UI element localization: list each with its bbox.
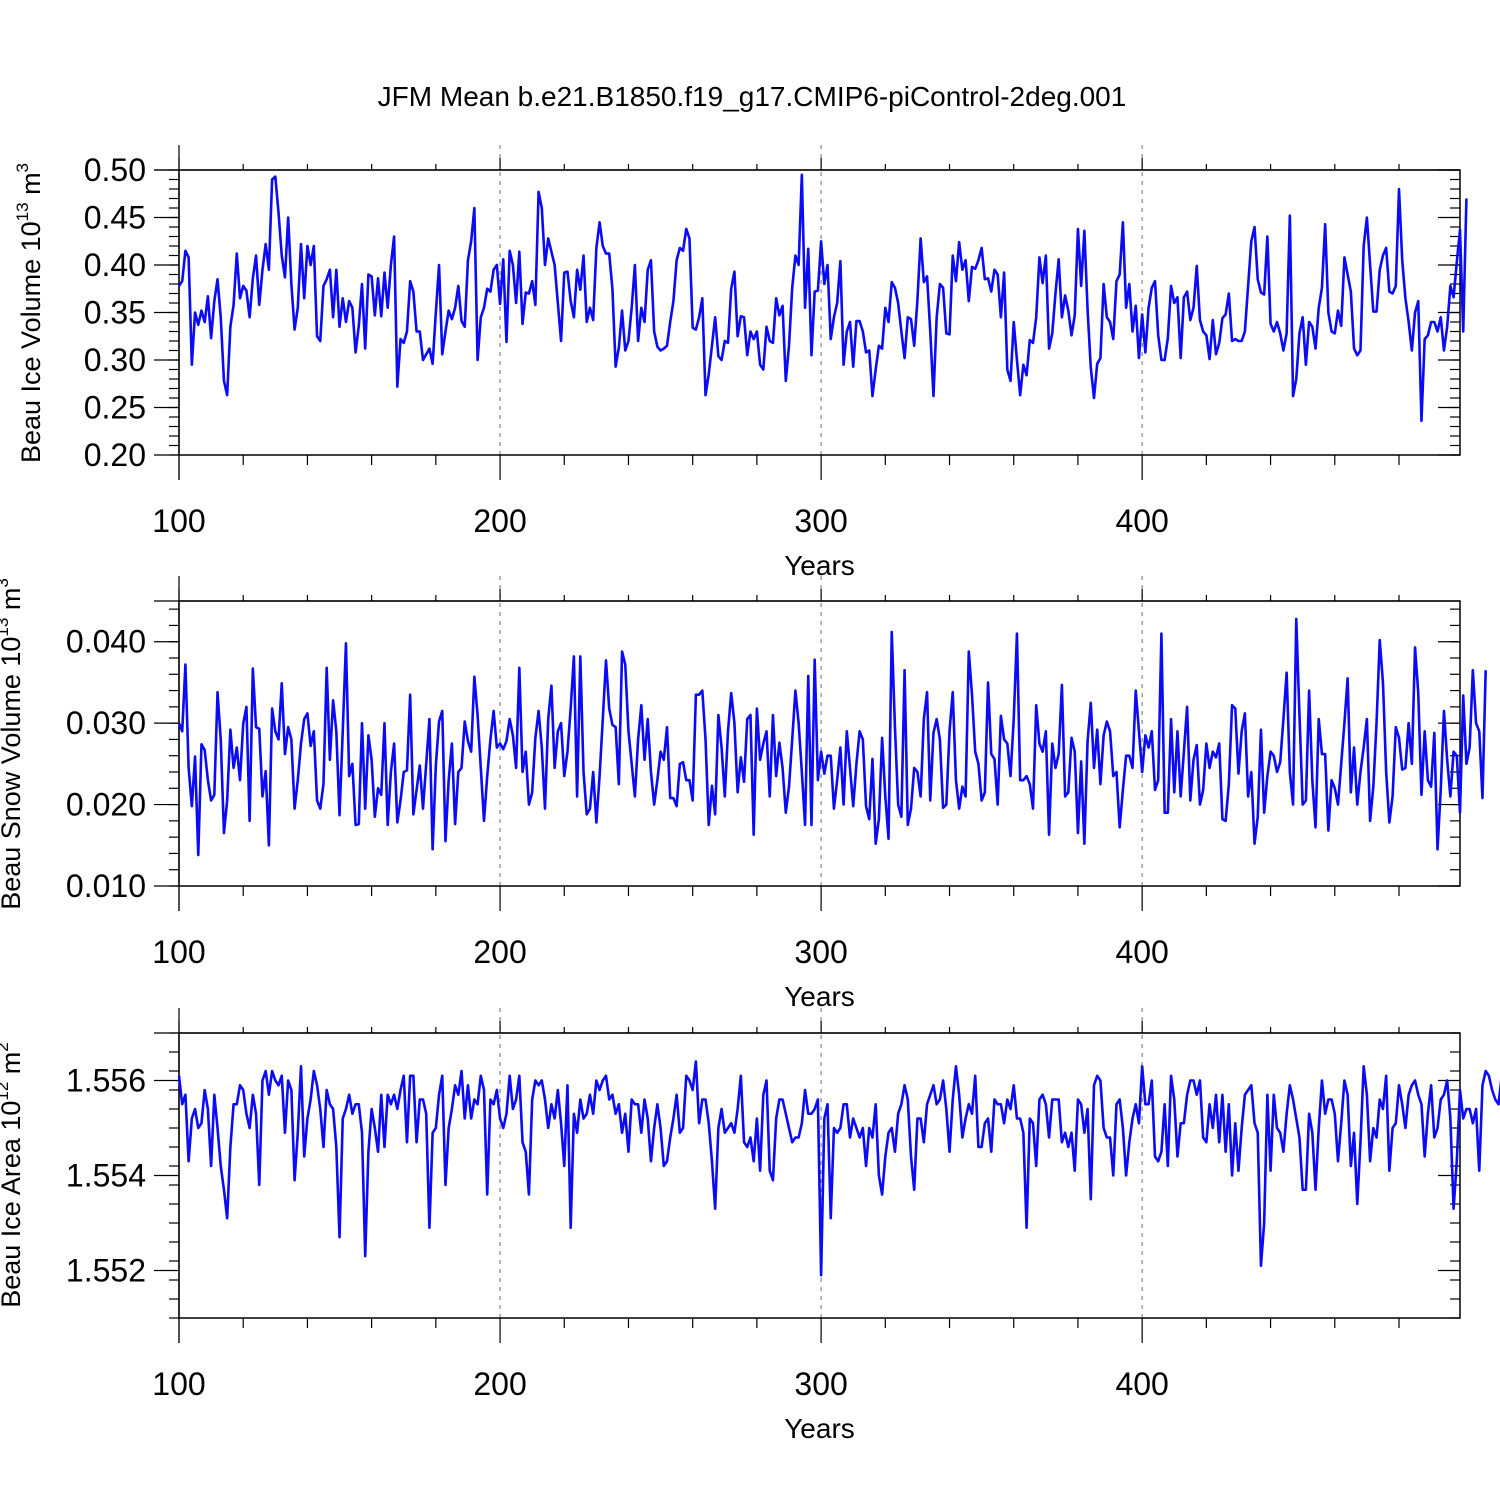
series-line xyxy=(177,1060,1500,1277)
y-tick-label: 0.45 xyxy=(84,200,146,236)
chart-panels: 100 200 300 400 Years 0.20 0.25 0.30 0.35 0.40 0.4… xyxy=(0,145,1500,1444)
y-tick-label: 1.552 xyxy=(66,1253,146,1289)
chart-panel-2: 100 200 300 400 Years 0.010 0.020 0.030 0.040 Bea… xyxy=(0,576,1487,1012)
y-tick-label: 0.010 xyxy=(66,868,146,904)
x-axis-label: Years xyxy=(784,1413,855,1444)
x-tick-label: 100 xyxy=(152,503,205,539)
series-line xyxy=(177,173,1468,423)
y-tick-label: 1.556 xyxy=(66,1063,146,1099)
y-tick-label: 0.020 xyxy=(66,787,146,823)
x-tick-label: 200 xyxy=(473,1366,526,1402)
x-tick-label: 300 xyxy=(794,503,847,539)
chart-title: JFM Mean b.e21.B1850.f19_g17.CMIP6-piCon… xyxy=(378,81,1127,112)
y-tick-label: 0.030 xyxy=(66,705,146,741)
y-tick-label: 0.25 xyxy=(84,390,146,426)
y-axis-label: Beau Ice Area 1012 m2 xyxy=(0,1042,26,1308)
x-axis-label: Years xyxy=(784,550,855,581)
chart-panel-1: 100 200 300 400 Years 0.20 0.25 0.30 0.35 0.40 0.4… xyxy=(13,145,1468,581)
x-tick-label: 100 xyxy=(152,1366,205,1402)
y-tick-label: 0.040 xyxy=(66,624,146,660)
x-tick-label: 200 xyxy=(473,503,526,539)
y-tick-label: 0.40 xyxy=(84,247,146,283)
series-line xyxy=(177,617,1487,857)
plot-frame xyxy=(178,169,1461,456)
chart-panel-3: 100 200 300 400 Years 1.552 1.554 1.556 Beau Ice… xyxy=(0,1008,1500,1444)
y-tick-label: 0.30 xyxy=(84,342,146,378)
x-tick-label: 200 xyxy=(473,934,526,970)
y-axis-label: Beau Snow Volume 1013 m3 xyxy=(0,578,26,910)
y-tick-label: 1.554 xyxy=(66,1158,146,1194)
x-tick-label: 300 xyxy=(794,1366,847,1402)
x-tick-label: 400 xyxy=(1115,934,1168,970)
y-axis-label: Beau Ice Volume 1013 m3 xyxy=(13,163,46,463)
y-tick-label: 0.35 xyxy=(84,295,146,331)
x-tick-label: 400 xyxy=(1115,1366,1168,1402)
x-axis-label: Years xyxy=(784,981,855,1012)
x-tick-label: 100 xyxy=(152,934,205,970)
x-tick-label: 300 xyxy=(794,934,847,970)
y-tick-label: 0.50 xyxy=(84,152,146,188)
y-tick-label: 0.20 xyxy=(84,437,146,473)
plot-frame xyxy=(178,600,1461,887)
x-tick-label: 400 xyxy=(1115,503,1168,539)
